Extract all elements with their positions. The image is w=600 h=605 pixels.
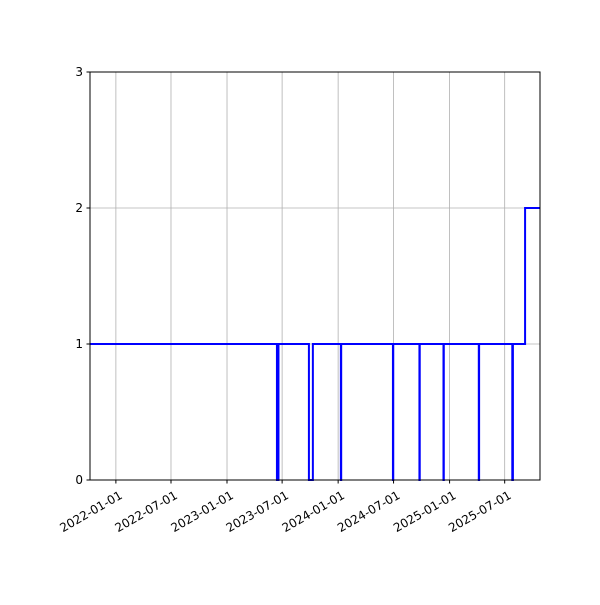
axes: 2022-01-012022-07-012023-01-012023-07-01… [57,65,513,535]
step-line-series [90,207,540,481]
grid [90,71,540,481]
y-tick-label: 2 [75,201,83,215]
x-tick-label: 2022-07-01 [112,488,179,535]
x-tick-label: 2023-07-01 [224,488,291,535]
x-tick-label: 2025-07-01 [446,488,513,535]
y-tick-label: 1 [75,337,83,351]
x-tick-label: 2024-07-01 [335,488,402,535]
plot-frame [89,71,541,481]
y-tick-label: 0 [75,473,83,487]
series [90,207,540,481]
y-tick-label: 3 [75,65,83,79]
